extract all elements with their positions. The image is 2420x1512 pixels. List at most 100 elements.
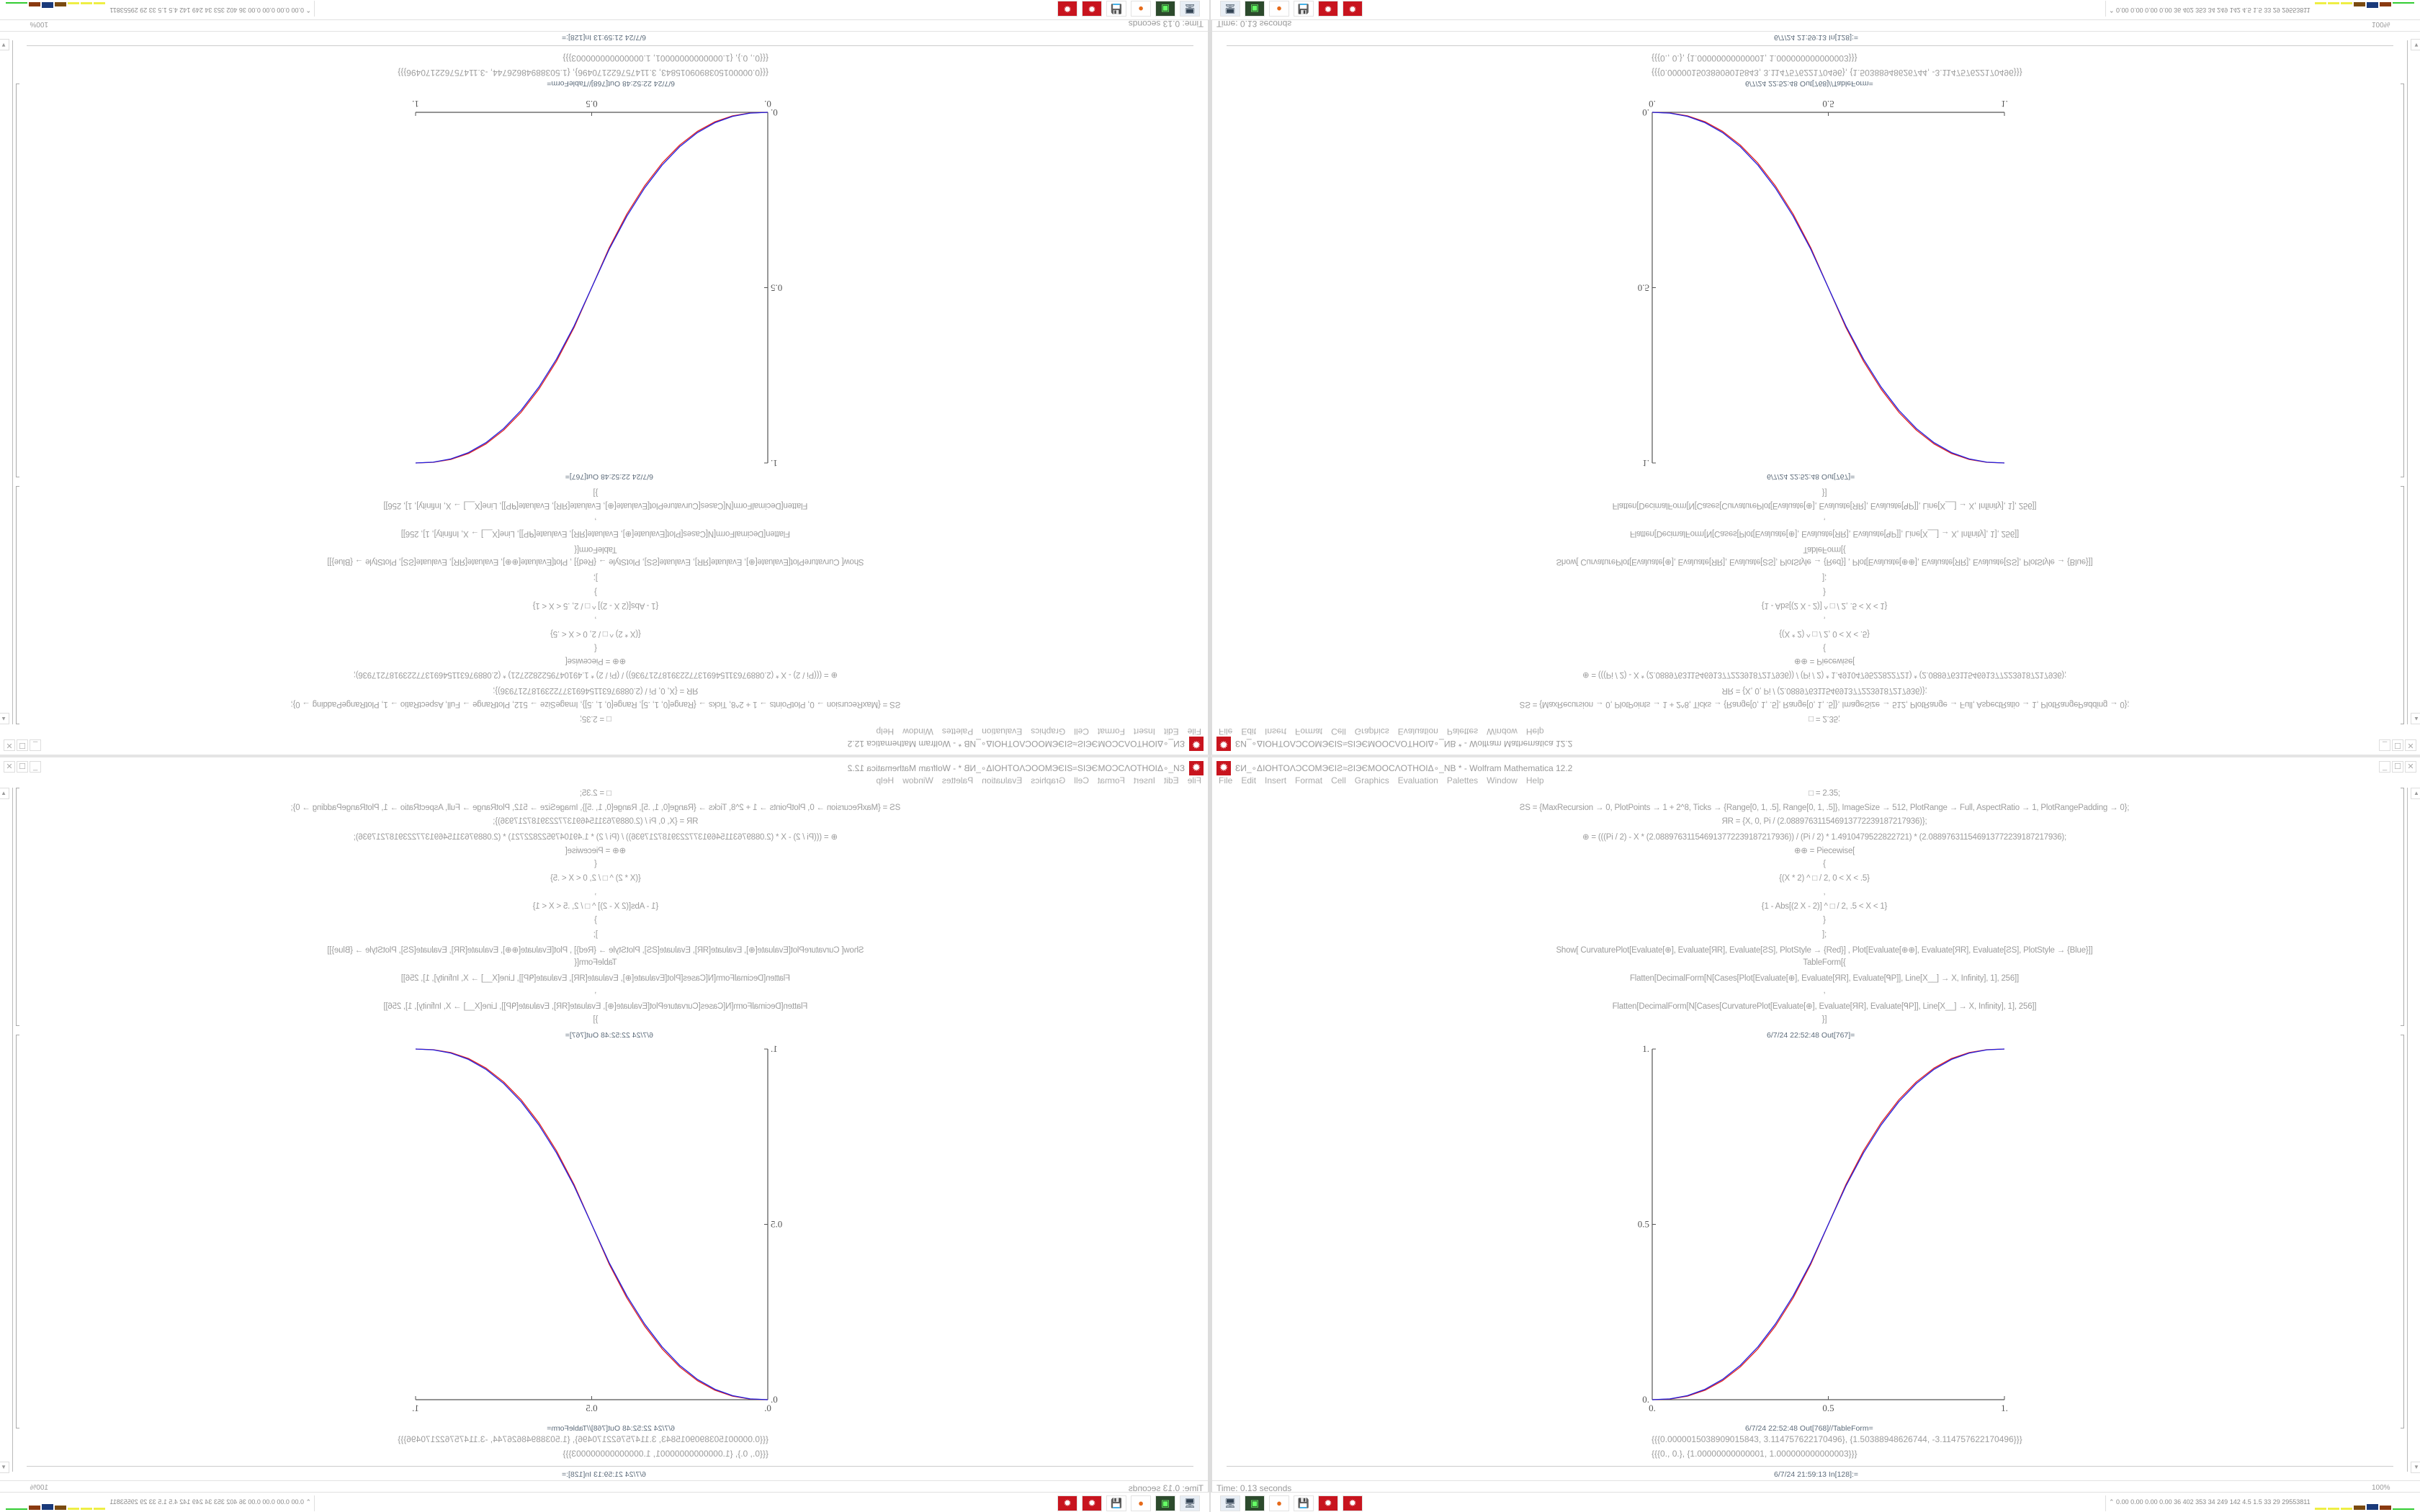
menu-graphics[interactable]: Graphics (1031, 775, 1066, 786)
tray-chevron-icon[interactable]: ⌃ (303, 1498, 311, 1506)
menu-file[interactable]: File (1219, 775, 1233, 786)
tray-chevron-icon[interactable]: ⌃ (303, 6, 311, 14)
scroll-up-button[interactable]: ▲ (0, 788, 9, 799)
scroll-up-button[interactable]: ▲ (2411, 788, 2420, 799)
floppy-64-icon[interactable]: 💾 (1106, 1, 1126, 17)
zoom-level[interactable]: 100% (2372, 1484, 2390, 1492)
scroll-up-button[interactable]: ▲ (0, 713, 9, 724)
zoom-level[interactable]: 100% (30, 1484, 48, 1492)
menu-palettes[interactable]: Palettes (1446, 775, 1479, 786)
firefox-icon[interactable]: ● (1269, 1495, 1289, 1511)
scroll-up-button[interactable]: ▲ (2411, 713, 2420, 724)
mathematica-icon[interactable]: ✹ (1082, 1, 1102, 17)
menu-graphics[interactable]: Graphics (1354, 726, 1389, 737)
terminal-icon[interactable]: ▣ (1245, 1495, 1265, 1511)
monitor-icon[interactable]: 🖥 (1220, 1495, 1240, 1511)
menu-evaluation[interactable]: Evaluation (982, 726, 1023, 737)
mathematica-icon[interactable]: ✹ (1343, 1, 1363, 17)
output-cell-bracket[interactable] (2401, 84, 2404, 477)
output-cell-bracket[interactable] (16, 1035, 19, 1428)
input-cell-bracket[interactable] (2401, 788, 2404, 1026)
menu-evaluation[interactable]: Evaluation (982, 775, 1023, 786)
menu-format[interactable]: Format (1295, 726, 1323, 737)
cell-insertion-line[interactable] (1227, 1466, 2393, 1467)
close-button[interactable]: ✕ (2405, 761, 2416, 773)
scroll-down-button[interactable]: ▼ (2411, 1462, 2420, 1473)
menu-help[interactable]: Help (1525, 775, 1544, 786)
monitor-icon[interactable]: 🖥 (1180, 1, 1200, 17)
menu-cell[interactable]: Cell (1074, 726, 1089, 737)
firefox-icon[interactable]: ● (1131, 1495, 1151, 1511)
cell-insertion-line[interactable] (27, 45, 1193, 46)
output-cell-bracket[interactable] (16, 84, 19, 477)
menu-palettes[interactable]: Palettes (941, 726, 974, 737)
menu-cell[interactable]: Cell (1331, 726, 1346, 737)
minimize-button[interactable]: _ (2379, 761, 2390, 773)
menu-format[interactable]: Format (1097, 775, 1125, 786)
menu-help[interactable]: Help (1525, 726, 1544, 737)
close-button[interactable]: ✕ (2405, 739, 2416, 751)
menu-edit[interactable]: Edit (1241, 775, 1257, 786)
input-cell-bracket[interactable] (16, 788, 19, 1026)
maximize-button[interactable]: ☐ (17, 761, 28, 773)
terminal-icon[interactable]: ▣ (1155, 1, 1175, 17)
menu-cell[interactable]: Cell (1074, 775, 1089, 786)
close-button[interactable]: ✕ (4, 761, 15, 773)
menu-file[interactable]: File (1187, 726, 1201, 737)
menu-help[interactable]: Help (876, 726, 895, 737)
minimize-button[interactable]: _ (30, 739, 41, 751)
menu-help[interactable]: Help (876, 775, 895, 786)
vertical-scrollbar[interactable] (12, 788, 13, 1472)
mathematica-icon[interactable]: ✹ (1057, 1, 1077, 17)
close-button[interactable]: ✕ (4, 739, 15, 751)
vertical-scrollbar[interactable] (2407, 788, 2408, 1472)
scroll-down-button[interactable]: ▼ (2411, 39, 2420, 50)
scroll-down-button[interactable]: ▼ (0, 39, 9, 50)
menu-edit[interactable]: Edit (1163, 775, 1179, 786)
mathematica-icon[interactable]: ✹ (1057, 1495, 1077, 1511)
menu-insert[interactable]: Insert (1133, 775, 1155, 786)
vertical-scrollbar[interactable] (12, 40, 13, 724)
menu-palettes[interactable]: Palettes (941, 775, 974, 786)
floppy-64-icon[interactable]: 💾 (1106, 1495, 1126, 1511)
monitor-icon[interactable]: 🖥 (1180, 1495, 1200, 1511)
mathematica-icon[interactable]: ✹ (1318, 1, 1338, 17)
monitor-icon[interactable]: 🖥 (1220, 1, 1240, 17)
menu-edit[interactable]: Edit (1163, 726, 1179, 737)
floppy-64-icon[interactable]: 💾 (1294, 1495, 1314, 1511)
tray-chevron-icon[interactable]: ⌃ (2109, 6, 2117, 14)
maximize-button[interactable]: ☐ (2392, 739, 2403, 751)
mathematica-icon[interactable]: ✹ (1343, 1495, 1363, 1511)
menu-file[interactable]: File (1187, 775, 1201, 786)
mathematica-icon[interactable]: ✹ (1318, 1495, 1338, 1511)
zoom-level[interactable]: 100% (2372, 20, 2390, 28)
menu-format[interactable]: Format (1295, 775, 1323, 786)
scroll-down-button[interactable]: ▼ (0, 1462, 9, 1473)
terminal-icon[interactable]: ▣ (1245, 1, 1265, 17)
cell-insertion-line[interactable] (1227, 45, 2393, 46)
minimize-button[interactable]: _ (2379, 739, 2390, 751)
terminal-icon[interactable]: ▣ (1155, 1495, 1175, 1511)
floppy-64-icon[interactable]: 💾 (1294, 1, 1314, 17)
maximize-button[interactable]: ☐ (2392, 761, 2403, 773)
menu-window[interactable]: Window (1487, 775, 1518, 786)
zoom-level[interactable]: 100% (30, 20, 48, 28)
firefox-icon[interactable]: ● (1269, 1, 1289, 17)
menu-file[interactable]: File (1219, 726, 1233, 737)
menu-graphics[interactable]: Graphics (1031, 726, 1066, 737)
menu-evaluation[interactable]: Evaluation (1397, 775, 1438, 786)
menu-insert[interactable]: Insert (1265, 726, 1287, 737)
maximize-button[interactable]: ☐ (17, 739, 28, 751)
vertical-scrollbar[interactable] (2407, 40, 2408, 724)
menu-palettes[interactable]: Palettes (1446, 726, 1479, 737)
menu-window[interactable]: Window (902, 775, 933, 786)
menu-graphics[interactable]: Graphics (1354, 775, 1389, 786)
menu-cell[interactable]: Cell (1331, 775, 1346, 786)
mathematica-icon[interactable]: ✹ (1082, 1495, 1102, 1511)
cell-insertion-line[interactable] (27, 1466, 1193, 1467)
menu-evaluation[interactable]: Evaluation (1397, 726, 1438, 737)
menu-window[interactable]: Window (1487, 726, 1518, 737)
menu-insert[interactable]: Insert (1133, 726, 1155, 737)
firefox-icon[interactable]: ● (1131, 1, 1151, 17)
tray-chevron-icon[interactable]: ⌃ (2109, 1498, 2117, 1506)
